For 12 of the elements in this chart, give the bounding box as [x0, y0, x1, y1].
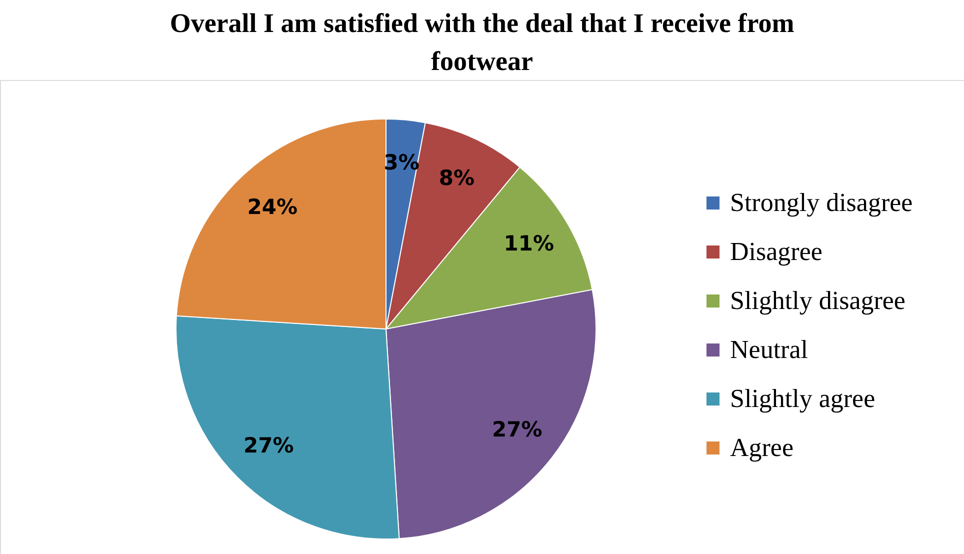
data-label: 24%	[247, 194, 298, 219]
data-label: 11%	[504, 232, 554, 256]
data-label: 8%	[438, 166, 475, 190]
legend-label: Neutral	[730, 335, 808, 364]
legend-label: Strongly disagree	[730, 188, 913, 217]
chart-title: Overall I am satisfied with the deal that I receive from footwear	[170, 8, 795, 76]
data-label: 27%	[243, 433, 294, 458]
legend-label: Slightly agree	[730, 384, 876, 413]
legend-label: Agree	[730, 433, 794, 462]
legend-label: Disagree	[730, 237, 822, 266]
legend-label: Slightly disagree	[730, 286, 906, 315]
data-label: 27%	[492, 418, 542, 442]
